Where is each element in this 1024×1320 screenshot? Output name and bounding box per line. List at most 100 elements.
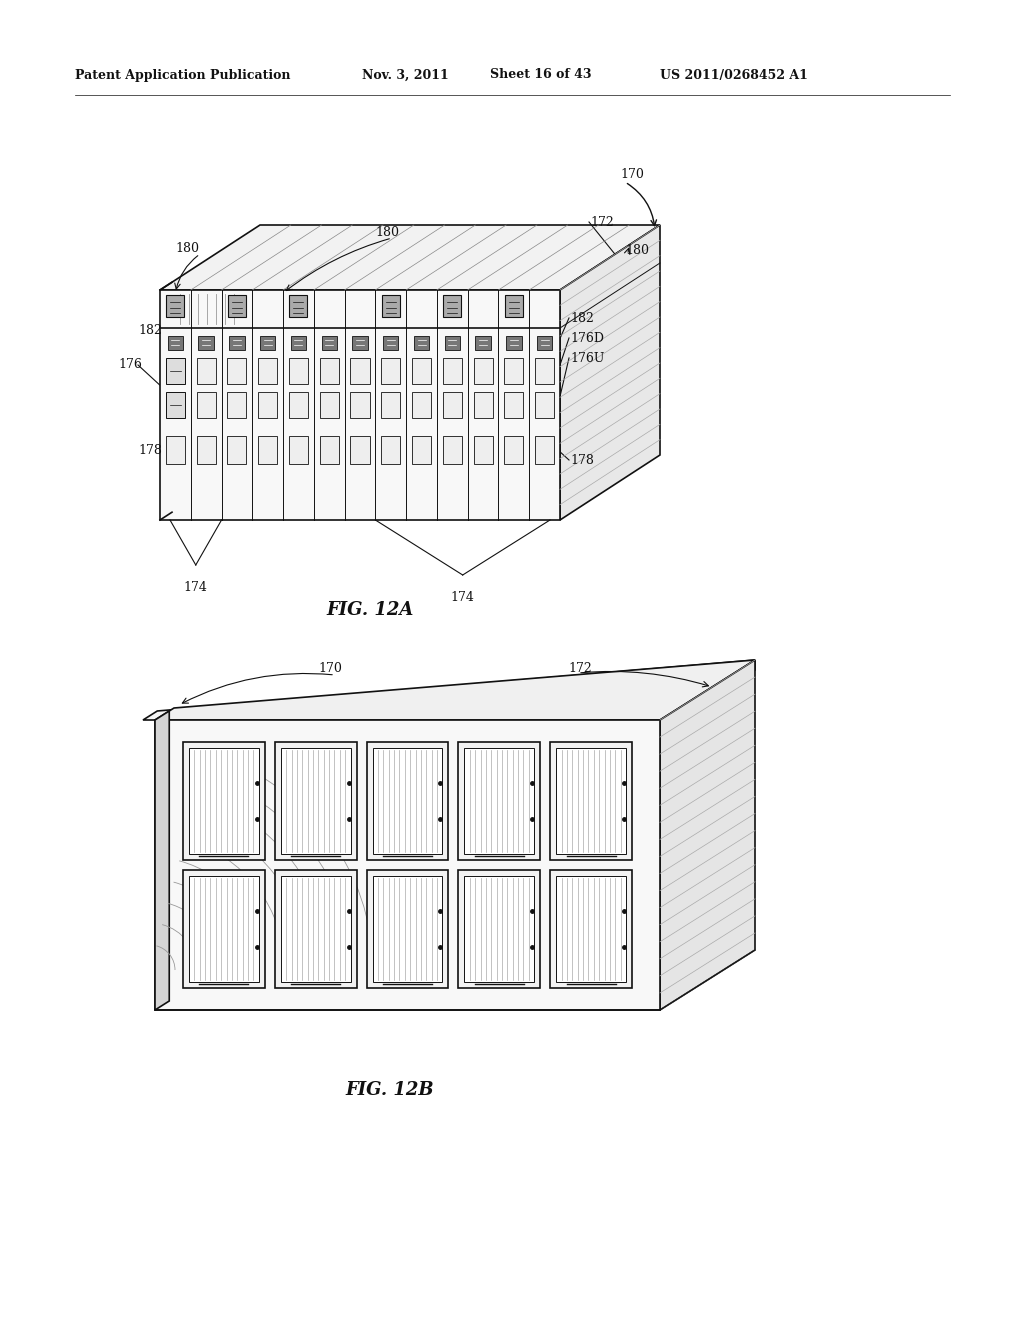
Polygon shape (166, 392, 185, 418)
Polygon shape (160, 290, 560, 520)
Polygon shape (475, 337, 490, 350)
Polygon shape (560, 224, 660, 520)
Polygon shape (155, 719, 660, 1010)
Polygon shape (166, 436, 185, 465)
Polygon shape (274, 742, 356, 861)
Polygon shape (536, 358, 554, 384)
Polygon shape (274, 870, 356, 987)
Polygon shape (506, 337, 521, 350)
Polygon shape (199, 337, 214, 350)
Polygon shape (660, 660, 755, 1010)
Text: Nov. 3, 2011: Nov. 3, 2011 (362, 69, 449, 82)
Polygon shape (381, 436, 400, 465)
Polygon shape (227, 436, 247, 465)
Polygon shape (383, 337, 398, 350)
Text: 180: 180 (175, 242, 199, 255)
Polygon shape (465, 876, 535, 982)
Text: FIG. 12B: FIG. 12B (346, 1081, 434, 1100)
Polygon shape (665, 660, 755, 730)
Polygon shape (367, 870, 449, 987)
Polygon shape (289, 392, 308, 418)
Polygon shape (350, 392, 370, 418)
Polygon shape (550, 742, 632, 861)
Polygon shape (465, 748, 535, 854)
Polygon shape (504, 358, 523, 384)
Polygon shape (189, 748, 259, 854)
Polygon shape (229, 337, 245, 350)
Text: Sheet 16 of 43: Sheet 16 of 43 (490, 69, 592, 82)
Polygon shape (556, 748, 626, 854)
Polygon shape (197, 392, 216, 418)
Polygon shape (289, 436, 308, 465)
Polygon shape (536, 392, 554, 418)
Polygon shape (352, 337, 368, 350)
Polygon shape (197, 358, 216, 384)
Text: 176U: 176U (570, 351, 604, 364)
Polygon shape (197, 436, 216, 465)
Polygon shape (444, 337, 460, 350)
Polygon shape (373, 748, 442, 854)
Text: 180: 180 (625, 243, 649, 256)
Polygon shape (537, 337, 552, 350)
Polygon shape (155, 660, 755, 719)
Polygon shape (258, 392, 278, 418)
Polygon shape (319, 358, 339, 384)
Text: 180: 180 (375, 226, 399, 239)
Text: 170: 170 (620, 169, 644, 181)
Polygon shape (319, 392, 339, 418)
Polygon shape (373, 876, 442, 982)
Polygon shape (367, 742, 449, 861)
Polygon shape (289, 358, 308, 384)
Polygon shape (412, 436, 431, 465)
Polygon shape (183, 870, 265, 987)
Polygon shape (381, 358, 400, 384)
Polygon shape (291, 337, 306, 350)
Polygon shape (322, 337, 337, 350)
Polygon shape (281, 748, 350, 854)
Polygon shape (350, 358, 370, 384)
Polygon shape (381, 392, 400, 418)
Text: 174: 174 (183, 581, 208, 594)
Text: 176: 176 (118, 359, 142, 371)
Polygon shape (166, 358, 185, 384)
Polygon shape (550, 870, 632, 987)
Polygon shape (459, 742, 541, 861)
Polygon shape (350, 436, 370, 465)
Polygon shape (168, 337, 183, 350)
Polygon shape (414, 337, 429, 350)
Polygon shape (473, 436, 493, 465)
Polygon shape (183, 742, 265, 861)
Polygon shape (281, 876, 350, 982)
Text: 174: 174 (451, 591, 474, 605)
Polygon shape (504, 436, 523, 465)
Polygon shape (258, 436, 278, 465)
Polygon shape (442, 436, 462, 465)
Polygon shape (228, 294, 246, 317)
Text: 172: 172 (568, 661, 592, 675)
Text: FIG. 12A: FIG. 12A (327, 601, 414, 619)
Text: 182: 182 (570, 312, 594, 325)
Polygon shape (319, 436, 339, 465)
Polygon shape (155, 711, 169, 1010)
Polygon shape (536, 436, 554, 465)
Text: US 2011/0268452 A1: US 2011/0268452 A1 (660, 69, 808, 82)
Polygon shape (227, 358, 247, 384)
Polygon shape (290, 294, 307, 317)
Polygon shape (473, 358, 493, 384)
Polygon shape (412, 392, 431, 418)
Polygon shape (505, 294, 523, 317)
Polygon shape (258, 358, 278, 384)
Polygon shape (382, 294, 399, 317)
Text: 178: 178 (570, 454, 594, 466)
Text: 172: 172 (590, 215, 613, 228)
Text: 178: 178 (138, 444, 162, 457)
Polygon shape (166, 294, 184, 317)
Text: 176D: 176D (570, 331, 604, 345)
Polygon shape (189, 876, 259, 982)
Polygon shape (260, 337, 275, 350)
Polygon shape (143, 660, 755, 719)
Polygon shape (160, 224, 660, 290)
Polygon shape (412, 358, 431, 384)
Polygon shape (443, 294, 461, 317)
Polygon shape (442, 358, 462, 384)
